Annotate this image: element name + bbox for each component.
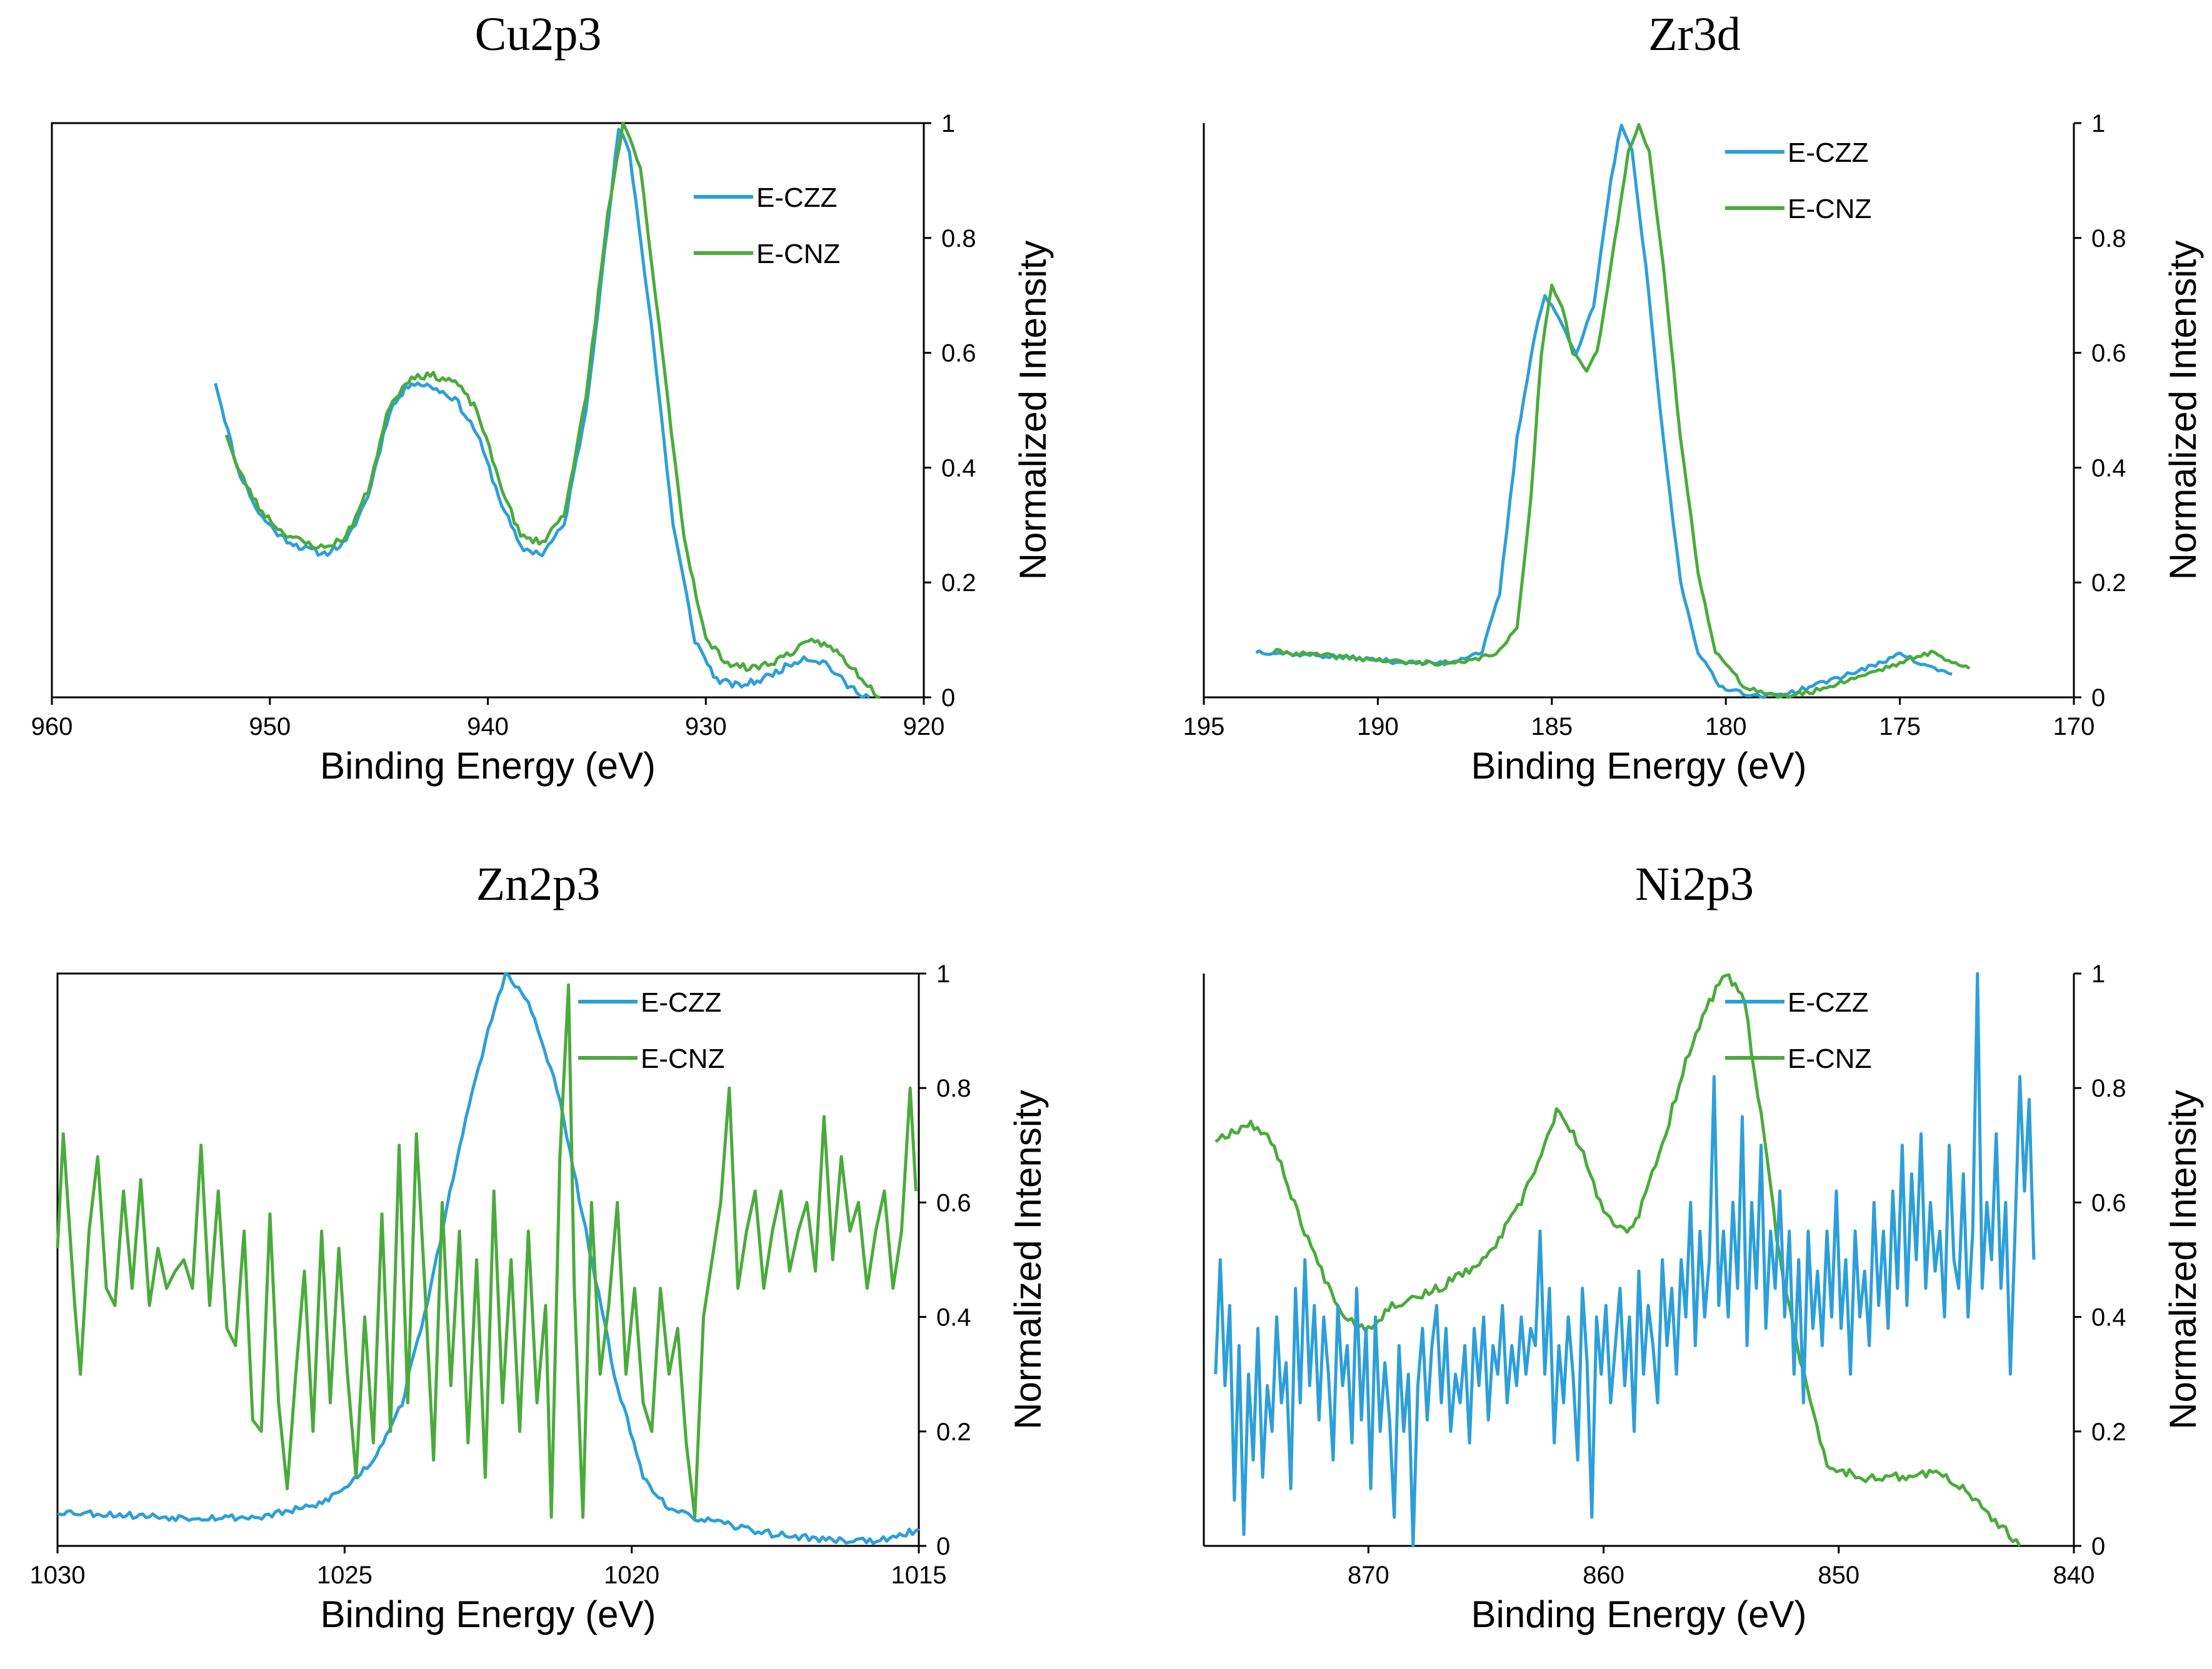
series-line-e-czz (1214, 972, 2036, 1548)
x-tick-label: 930 (685, 713, 727, 740)
panel-title: Zr3d (1648, 8, 1741, 61)
legend-label: E-CZZ (641, 987, 722, 1018)
y-tick-label: 0 (936, 1533, 950, 1560)
legend-label: E-CNZ (1788, 194, 1871, 224)
series-line-e-czz (214, 127, 871, 699)
y-tick-label: 0 (2091, 684, 2105, 712)
series-line-e-czz (57, 972, 920, 1545)
legend-label: E-CZZ (756, 182, 838, 213)
x-axis-label: Binding Energy (eV) (321, 1593, 656, 1635)
legend-label: E-CNZ (1788, 1044, 1871, 1074)
series-line-e-cnz (56, 983, 918, 1519)
y-tick-label: 0.8 (2091, 225, 2126, 252)
x-axis-label: Binding Energy (eV) (1471, 745, 1807, 787)
y-tick-label: 0.4 (936, 1304, 971, 1332)
x-tick-label: 1020 (604, 1562, 659, 1589)
y-tick-label: 1 (941, 110, 955, 137)
y-tick-label: 0.6 (2091, 1189, 2126, 1217)
y-axis-label: Normalized Intensity (1012, 241, 1054, 580)
legend-label: E-CNZ (641, 1044, 724, 1074)
x-tick-label: 170 (2053, 713, 2095, 740)
x-tick-label: 175 (1879, 713, 1921, 740)
x-tick-label: 195 (1183, 713, 1225, 740)
y-tick-label: 0.4 (941, 454, 976, 482)
y-axis-label: Normalized Intensity (1007, 1090, 1049, 1430)
x-axis-label: Binding Energy (eV) (1471, 1593, 1807, 1635)
x-tick-label: 180 (1705, 713, 1747, 740)
y-tick-label: 0.8 (941, 225, 976, 252)
legend-label: E-CNZ (756, 239, 840, 269)
y-tick-label: 1 (2091, 110, 2105, 137)
y-tick-label: 0.2 (2091, 1418, 2126, 1446)
x-tick-label: 190 (1357, 713, 1399, 740)
x-tick-label: 960 (31, 713, 73, 740)
panel-title: Zn2p3 (476, 858, 600, 910)
y-tick-label: 0.4 (2091, 1304, 2126, 1332)
x-tick-label: 1025 (317, 1562, 373, 1589)
legend-label: E-CZZ (1788, 137, 1869, 168)
x-tick-label: 870 (1348, 1562, 1389, 1589)
panel-title: Cu2p3 (475, 8, 602, 61)
y-tick-label: 0.8 (936, 1075, 971, 1102)
x-tick-label: 1015 (891, 1562, 947, 1589)
y-axis-label: Normalized Intensity (2162, 241, 2204, 580)
y-tick-label: 0.6 (941, 340, 976, 367)
y-tick-label: 0.2 (2091, 569, 2126, 597)
y-tick-label: 1 (2091, 960, 2105, 988)
plot-frame (56, 972, 920, 1547)
x-tick-label: 950 (249, 713, 291, 740)
y-tick-label: 1 (936, 960, 950, 988)
x-tick-label: 940 (467, 713, 509, 740)
series-line-e-cnz (1214, 973, 2021, 1547)
x-tick-label: 860 (1583, 1562, 1624, 1589)
legend-label: E-CZZ (1788, 987, 1869, 1018)
series-line-e-cnz (1272, 122, 1971, 699)
y-axis-label: Normalized Intensity (2162, 1090, 2204, 1430)
x-axis-label: Binding Energy (eV) (320, 745, 656, 787)
y-tick-label: 0.2 (936, 1418, 971, 1446)
x-tick-label: 185 (1531, 713, 1573, 740)
y-tick-label: 0.6 (936, 1189, 971, 1217)
x-tick-label: 1030 (30, 1562, 86, 1589)
y-tick-label: 0 (941, 684, 955, 712)
y-tick-label: 0.8 (2091, 1075, 2126, 1102)
x-tick-label: 850 (1818, 1562, 1859, 1589)
y-tick-label: 0.4 (2091, 454, 2126, 482)
y-tick-label: 0 (2091, 1533, 2105, 1560)
panel-title: Ni2p3 (1635, 858, 1754, 910)
y-tick-label: 0.2 (941, 569, 976, 597)
x-tick-label: 840 (2053, 1562, 2095, 1589)
y-tick-label: 0.6 (2091, 340, 2126, 367)
x-tick-label: 920 (903, 713, 945, 740)
series-line-e-cnz (224, 121, 881, 699)
